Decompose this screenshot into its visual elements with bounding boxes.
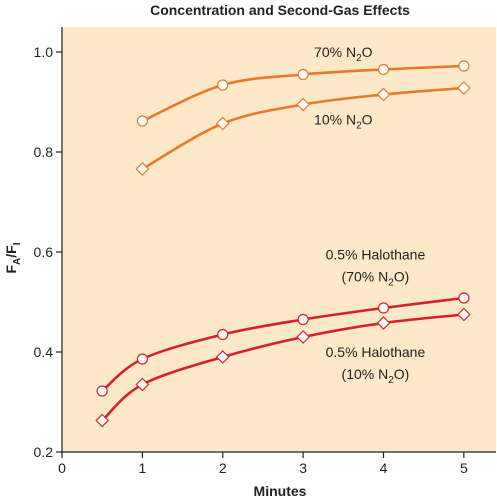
data-point [96, 385, 108, 397]
series-label: (10% N2O) [342, 366, 410, 386]
data-point [376, 316, 391, 330]
data-point [377, 63, 390, 76]
plot-background [62, 27, 496, 452]
x-tick-label: 2 [219, 460, 227, 476]
data-point [377, 302, 390, 314]
data-point [458, 292, 470, 304]
data-point [215, 116, 230, 131]
y-tick-label: 0.6 [34, 244, 54, 260]
data-point [135, 377, 150, 392]
series-3: 0.5% Halothane (70% N2O) [96, 247, 470, 397]
data-point [296, 330, 310, 344]
series-label: 10% N2O [314, 112, 373, 132]
y-tick-label: 0.2 [34, 444, 54, 460]
data-point [458, 60, 470, 72]
x-tick-label: 3 [299, 460, 307, 476]
series-1: 70% N2O [136, 44, 470, 127]
x-tick-label: 4 [380, 460, 388, 476]
x-tick-label: 0 [58, 460, 66, 476]
data-point [457, 81, 471, 95]
data-point [215, 350, 230, 364]
series-2: 10% N2O [135, 81, 471, 176]
data-point [135, 162, 150, 176]
data-point [217, 328, 229, 341]
y-tick-label: 1.0 [34, 44, 54, 60]
data-point [457, 307, 471, 322]
x-tick-label: 5 [460, 460, 468, 476]
series-label: 70% N2O [314, 44, 373, 64]
x-tick-label: 1 [138, 460, 146, 476]
data-point [296, 97, 310, 112]
series-label: 0.5% Halothane [326, 247, 426, 263]
y-tick-label: 0.8 [34, 144, 54, 160]
x-axis-label: Minutes [254, 483, 307, 499]
data-point [297, 68, 309, 81]
series-label: (70% N2O) [342, 269, 410, 289]
data-point [297, 313, 309, 326]
data-point [217, 79, 229, 91]
data-point [95, 413, 110, 428]
data-point [376, 87, 391, 102]
series-label: 0.5% Halothane [326, 344, 426, 360]
y-tick-label: 0.4 [34, 344, 54, 360]
data-point [136, 115, 148, 127]
axes: 0 1 2 3 4 5 0.2 0.4 0.6 0.8 1.0 [34, 27, 496, 476]
y-axis-label: FA/FI [3, 242, 23, 273]
data-point [136, 353, 148, 365]
series-4: 0.5% Halothane (10% N2O) [95, 307, 471, 428]
chart-title: Concentration and Second-Gas Effects [150, 2, 410, 18]
